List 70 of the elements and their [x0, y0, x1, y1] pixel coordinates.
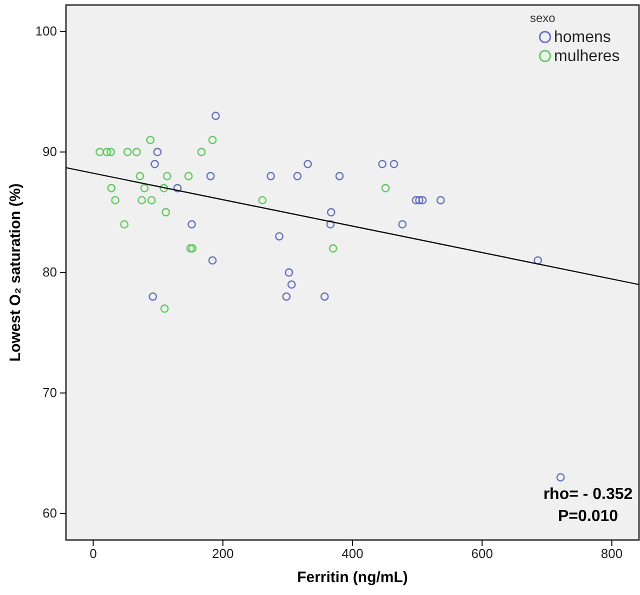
point: [390, 160, 398, 168]
point: [275, 232, 284, 241]
point: [197, 148, 206, 156]
point: [184, 172, 193, 180]
point: [107, 184, 116, 192]
point: [146, 136, 154, 144]
point: [162, 172, 172, 180]
point: [335, 172, 344, 180]
point: [147, 196, 156, 204]
legend-title: sexo: [530, 11, 556, 25]
point: [102, 148, 112, 156]
point: [95, 148, 104, 156]
point: [415, 196, 424, 204]
x-tick-label: 400: [342, 546, 364, 562]
legend-label: mulheres: [554, 48, 620, 65]
point: [123, 148, 132, 156]
point: [258, 196, 267, 204]
point: [188, 244, 197, 253]
point: [293, 172, 302, 180]
y-axis-title: Lowest O₂ saturation (%): [7, 183, 24, 362]
point: [206, 172, 215, 180]
point: [136, 172, 144, 180]
point: [328, 244, 338, 253]
point: [160, 184, 168, 192]
y-tick-label: 80: [42, 264, 57, 280]
point: [398, 220, 407, 229]
point: [534, 256, 542, 265]
point: [138, 196, 146, 204]
point: [120, 220, 129, 229]
legend-label: homens: [554, 29, 611, 46]
point: [186, 244, 195, 253]
x-tick-label: 0: [90, 546, 97, 562]
point: [320, 292, 329, 301]
point: [208, 256, 217, 265]
point: [418, 196, 427, 204]
point: [188, 220, 196, 229]
point: [153, 148, 162, 156]
point: [150, 160, 160, 168]
y-tick-label: 70: [42, 385, 57, 400]
point: [282, 292, 291, 301]
point: [208, 136, 217, 144]
point: [162, 208, 170, 216]
x-tick-label: 200: [212, 546, 234, 562]
point: [148, 292, 158, 301]
point: [212, 112, 220, 120]
point: [160, 304, 169, 313]
point: [287, 280, 296, 289]
point: [436, 196, 445, 204]
point: [111, 196, 120, 204]
point: [556, 473, 565, 482]
point: [173, 184, 182, 192]
point: [304, 160, 312, 168]
point: [266, 172, 276, 180]
point: [412, 196, 420, 204]
x-tick-label: 600: [471, 546, 493, 562]
point: [326, 220, 335, 229]
point: [106, 148, 115, 156]
y-tick-label: 100: [35, 24, 57, 39]
point: [326, 208, 336, 216]
point: [132, 148, 141, 156]
annotation: P=0.010: [558, 508, 618, 525]
point: [381, 184, 390, 192]
x-axis-title: Ferritin (ng/mL): [297, 569, 408, 586]
point: [378, 160, 387, 168]
point: [284, 268, 294, 277]
annotation: rho= - 0.352: [543, 486, 633, 503]
y-tick-label: 60: [42, 506, 57, 521]
point: [140, 184, 149, 192]
x-tick-label: 800: [600, 546, 623, 562]
y-tick-label: 90: [42, 144, 57, 160]
